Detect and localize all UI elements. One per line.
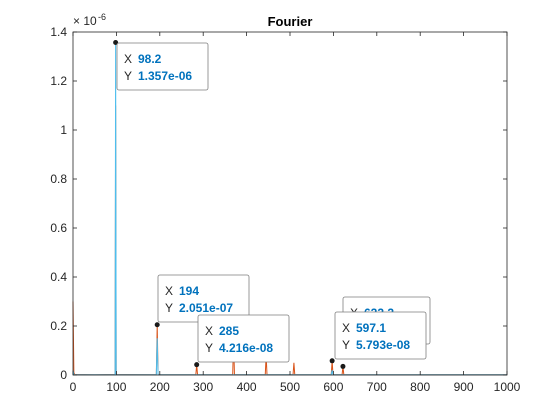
y-exponent-base: × 10 — [73, 14, 97, 28]
x-tick-label: 300 — [193, 380, 213, 394]
datatip-x-key: X — [342, 321, 350, 335]
x-tick-label: 700 — [367, 380, 387, 394]
datatip-y-value: 2.051e-07 — [179, 301, 233, 315]
x-tick-label: 200 — [150, 380, 170, 394]
x-tick-label: 0 — [70, 380, 77, 394]
datatip-x-key: X — [124, 52, 132, 66]
datatip-x-key: X — [165, 284, 173, 298]
y-tick-label: 0.6 — [50, 221, 67, 235]
datatip-y-value: 4.216e-08 — [219, 341, 273, 355]
x-tick-label: 800 — [410, 380, 430, 394]
datatip-y-value: 1.357e-06 — [138, 69, 192, 83]
datatip-marker — [154, 322, 160, 328]
x-tick-label: 400 — [237, 380, 257, 394]
y-exponent-power: -6 — [98, 12, 106, 22]
x-tick-label: 1000 — [494, 380, 521, 394]
axes: 0 100 200 300 400 500 600 700 800 900 1000 0 0.2 0.4 0… — [50, 25, 520, 394]
datatip-marker — [194, 362, 200, 368]
datatip-x-value: 98.2 — [138, 52, 162, 66]
y-tick-label: 0.2 — [50, 319, 67, 333]
datatip: X 194 Y 2.051e-07 — [154, 274, 250, 328]
y-tick-label: 0.4 — [50, 270, 67, 284]
datatip-x-key: X — [205, 324, 213, 338]
datatip: X 98.2 Y 1.357e-06 — [113, 40, 209, 91]
x-tick-label: 600 — [323, 380, 343, 394]
datatip: X 597.1 Y 5.793e-08 — [329, 311, 427, 364]
datatip-x-value: 597.1 — [356, 321, 386, 335]
datatip-box — [116, 42, 209, 91]
datatip-marker — [329, 358, 335, 364]
datatip-marker — [340, 363, 346, 369]
datatips: X622.2Y3.497e-08X98.2Y1.357e-06X194Y2.05… — [113, 40, 431, 369]
y-tick-label: 1.4 — [50, 25, 67, 39]
datatip-y-value: 5.793e-08 — [356, 338, 410, 352]
datatip-box — [197, 314, 290, 363]
y-exponent-label: × 10 -6 — [73, 12, 106, 28]
y-tick-label: 1 — [60, 123, 67, 137]
datatip-box — [334, 311, 427, 360]
datatip-y-key: Y — [124, 69, 132, 83]
x-tick-label: 500 — [280, 380, 300, 394]
datatip-y-key: Y — [342, 338, 350, 352]
datatip-x-value: 285 — [219, 324, 239, 338]
datatip: X 285 Y 4.216e-08 — [194, 314, 290, 368]
x-tick-label: 900 — [454, 380, 474, 394]
y-tick-label: 1.2 — [50, 74, 67, 88]
datatip-x-value: 194 — [179, 284, 199, 298]
y-tick-label: 0.8 — [50, 172, 67, 186]
chart-title: Fourier — [268, 14, 313, 29]
x-tick-label: 100 — [106, 380, 126, 394]
y-tick-label: 0 — [60, 368, 67, 382]
datatip-y-key: Y — [205, 341, 213, 355]
datatip-y-key: Y — [165, 301, 173, 315]
